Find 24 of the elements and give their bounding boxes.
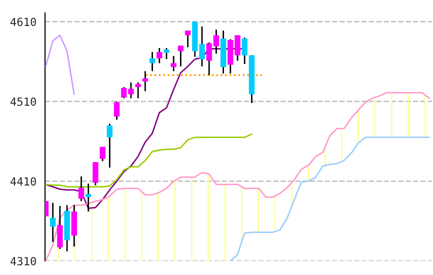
candlestick bbox=[114, 100, 120, 120]
candlestick bbox=[92, 161, 98, 186]
y-tick-label: 4510 bbox=[10, 97, 36, 106]
candlestick bbox=[106, 123, 113, 168]
candlestick bbox=[86, 182, 92, 212]
candlestick bbox=[100, 146, 106, 162]
y-tick-label: 4310 bbox=[10, 256, 36, 266]
candlestick bbox=[149, 51, 156, 72]
candlestick bbox=[242, 36, 248, 65]
candlestick bbox=[156, 47, 162, 64]
candlestick bbox=[164, 47, 170, 60]
candlestick bbox=[71, 204, 77, 248]
candlestick bbox=[178, 44, 184, 68]
line-series bbox=[230, 136, 430, 261]
candlestick bbox=[57, 205, 63, 250]
candlestick bbox=[170, 55, 176, 72]
candlestick bbox=[135, 82, 141, 99]
candlestick bbox=[184, 30, 191, 48]
candlestick bbox=[142, 70, 148, 92]
candlestick bbox=[78, 176, 84, 202]
candlestick bbox=[50, 202, 56, 243]
y-tick-label: 4610 bbox=[10, 18, 36, 26]
y-tick-label: 4410 bbox=[10, 177, 36, 186]
line-series bbox=[45, 34, 75, 95]
